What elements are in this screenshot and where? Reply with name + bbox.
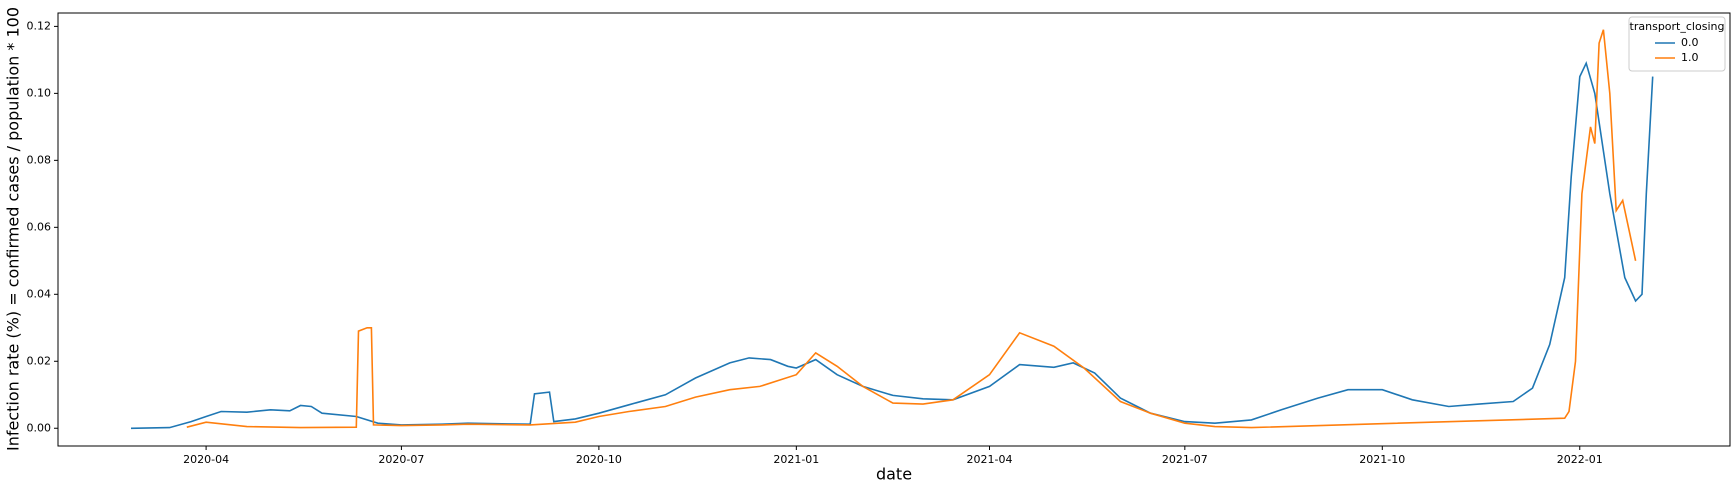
y-tick-label: 0.00 [27, 421, 52, 434]
series-line [186, 29, 1637, 429]
x-axis-label: date [876, 465, 912, 484]
x-tick-label: 2020-04 [183, 453, 229, 466]
y-tick-label: 0.12 [27, 19, 52, 32]
legend-title: transport_closing [1630, 20, 1725, 33]
y-tick-label: 0.04 [27, 287, 52, 300]
plot-frame [57, 12, 1731, 447]
y-tick-label: 0.08 [27, 153, 52, 166]
x-tick-label: 2021-07 [1162, 453, 1208, 466]
y-axis-label: Infection rate (%) = confirmed cases / p… [4, 7, 23, 451]
series-line [130, 60, 1654, 430]
y-tick-label: 0.02 [27, 354, 52, 367]
x-tick-label: 2021-10 [1359, 453, 1405, 466]
legend-box [1628, 16, 1726, 72]
legend-label: 1.0 [1681, 51, 1699, 64]
x-tick-label: 2021-04 [967, 453, 1013, 466]
legend: transport_closing 0.0 1.0 [1628, 16, 1726, 72]
x-tick-label: 2020-07 [378, 453, 424, 466]
x-tick-label: 2020-10 [576, 453, 622, 466]
x-tick-label: 2022-01 [1557, 453, 1603, 466]
y-tick-label: 0.06 [27, 220, 52, 233]
y-tick-label: 0.10 [27, 86, 52, 99]
x-tick-label: 2021-01 [773, 453, 819, 466]
legend-label: 0.0 [1681, 36, 1699, 49]
